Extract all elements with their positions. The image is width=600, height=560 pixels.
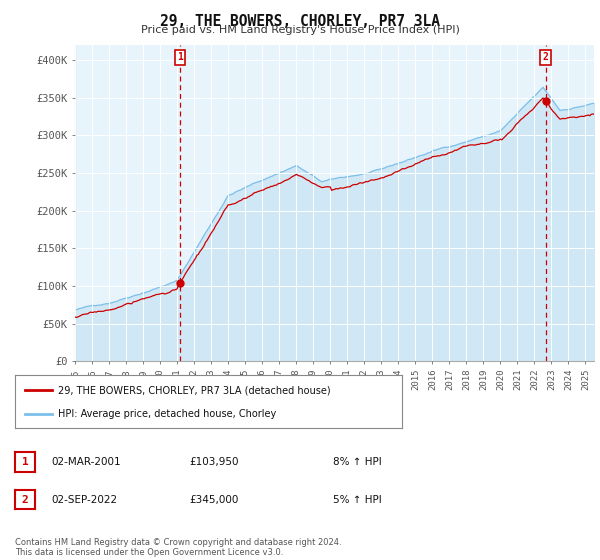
Text: 8% ↑ HPI: 8% ↑ HPI [333,457,382,467]
Text: 2: 2 [543,53,549,63]
Text: 29, THE BOWERS, CHORLEY, PR7 3LA: 29, THE BOWERS, CHORLEY, PR7 3LA [160,14,440,29]
Text: 2: 2 [22,494,28,505]
Text: 02-MAR-2001: 02-MAR-2001 [51,457,121,467]
Text: Contains HM Land Registry data © Crown copyright and database right 2024.
This d: Contains HM Land Registry data © Crown c… [15,538,341,557]
Text: 1: 1 [22,457,28,467]
Text: £103,950: £103,950 [189,457,239,467]
Text: 1: 1 [177,53,183,63]
Text: HPI: Average price, detached house, Chorley: HPI: Average price, detached house, Chor… [58,408,276,418]
Text: 02-SEP-2022: 02-SEP-2022 [51,494,117,505]
Text: Price paid vs. HM Land Registry's House Price Index (HPI): Price paid vs. HM Land Registry's House … [140,25,460,35]
Text: 29, THE BOWERS, CHORLEY, PR7 3LA (detached house): 29, THE BOWERS, CHORLEY, PR7 3LA (detach… [58,385,330,395]
Text: £345,000: £345,000 [189,494,238,505]
Text: 5% ↑ HPI: 5% ↑ HPI [333,494,382,505]
